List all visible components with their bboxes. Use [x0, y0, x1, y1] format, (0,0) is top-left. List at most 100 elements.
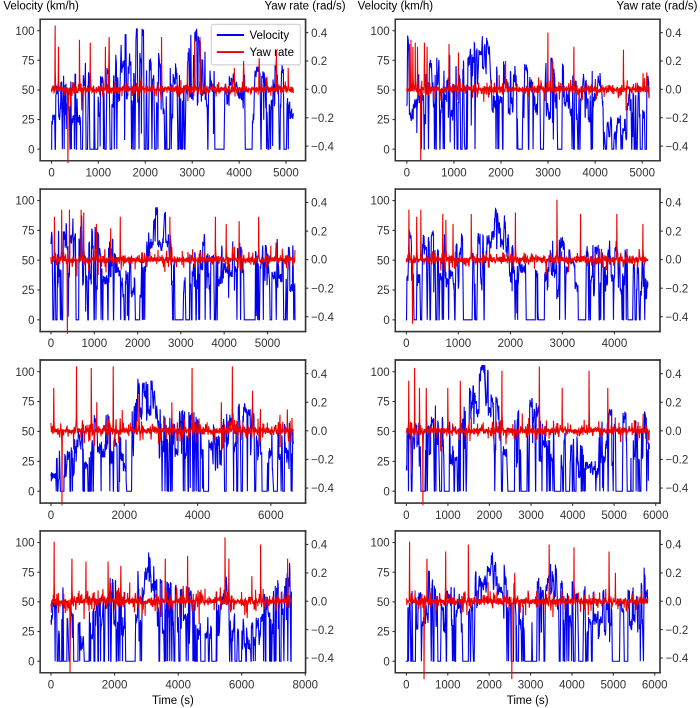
svg-text:0.0: 0.0 [311, 596, 327, 608]
svg-text:4000: 4000 [602, 338, 628, 350]
svg-text:0.4: 0.4 [666, 198, 683, 210]
svg-text:3000: 3000 [550, 338, 576, 350]
svg-text:5000: 5000 [255, 338, 281, 350]
svg-text:25: 25 [22, 457, 35, 469]
svg-text:100: 100 [371, 367, 390, 379]
svg-text:3000: 3000 [168, 338, 194, 350]
svg-text:6000: 6000 [643, 510, 669, 522]
svg-text:3000: 3000 [535, 168, 561, 180]
svg-text:4000: 4000 [185, 510, 211, 522]
svg-text:2000: 2000 [102, 679, 128, 691]
svg-text:0.2: 0.2 [666, 397, 682, 409]
svg-text:−0.4: −0.4 [666, 312, 689, 324]
svg-text:−0.2: −0.2 [666, 625, 689, 637]
svg-text:1000: 1000 [446, 338, 472, 350]
svg-text:5000: 5000 [273, 168, 299, 180]
svg-text:75: 75 [377, 567, 390, 579]
svg-text:6000: 6000 [229, 679, 255, 691]
svg-text:−0.4: −0.4 [311, 483, 334, 495]
svg-text:0.2: 0.2 [311, 568, 327, 580]
svg-text:0: 0 [404, 168, 410, 180]
svg-text:0.4: 0.4 [666, 28, 683, 40]
svg-text:Yaw rate (rad/s): Yaw rate (rad/s) [616, 0, 697, 12]
svg-text:1000: 1000 [435, 510, 461, 522]
svg-text:3000: 3000 [179, 168, 205, 180]
svg-text:50: 50 [377, 85, 390, 97]
svg-text:0: 0 [383, 486, 389, 498]
svg-text:0: 0 [383, 144, 389, 156]
svg-text:100: 100 [15, 196, 34, 208]
svg-text:3000: 3000 [518, 679, 544, 691]
svg-text:4000: 4000 [560, 510, 586, 522]
svg-text:−0.2: −0.2 [311, 283, 334, 295]
svg-text:Velocity: Velocity [249, 30, 289, 42]
svg-text:50: 50 [22, 255, 35, 267]
svg-text:0.2: 0.2 [311, 226, 327, 238]
svg-text:Yaw rate (rad/s): Yaw rate (rad/s) [264, 0, 345, 12]
svg-text:Yaw rate: Yaw rate [249, 47, 294, 59]
svg-text:25: 25 [377, 115, 390, 127]
svg-text:0.4: 0.4 [666, 540, 683, 552]
svg-text:0.4: 0.4 [666, 369, 683, 381]
svg-text:0.4: 0.4 [311, 198, 328, 210]
svg-text:0: 0 [403, 510, 409, 522]
svg-text:0: 0 [48, 510, 54, 522]
svg-text:50: 50 [377, 427, 390, 439]
svg-text:4000: 4000 [559, 679, 585, 691]
svg-text:25: 25 [377, 457, 390, 469]
svg-text:0: 0 [48, 338, 54, 350]
svg-text:−0.4: −0.4 [311, 141, 334, 153]
svg-text:Time (s): Time (s) [152, 695, 194, 707]
svg-text:2000: 2000 [477, 510, 503, 522]
svg-text:0.4: 0.4 [311, 540, 328, 552]
svg-text:2000: 2000 [488, 168, 514, 180]
svg-text:4000: 4000 [582, 168, 608, 180]
svg-text:50: 50 [22, 597, 35, 609]
svg-text:8000: 8000 [292, 679, 318, 691]
svg-text:0: 0 [383, 656, 389, 668]
svg-text:0.0: 0.0 [311, 426, 327, 438]
svg-text:25: 25 [377, 627, 390, 639]
svg-text:0.0: 0.0 [666, 84, 682, 96]
svg-text:Velocity (km/h): Velocity (km/h) [3, 0, 79, 12]
svg-text:25: 25 [22, 627, 35, 639]
svg-text:3000: 3000 [518, 510, 544, 522]
svg-text:5000: 5000 [601, 679, 627, 691]
svg-text:100: 100 [15, 538, 34, 550]
svg-text:−0.2: −0.2 [666, 283, 689, 295]
svg-text:−0.4: −0.4 [666, 141, 689, 153]
svg-text:100: 100 [15, 26, 34, 38]
svg-text:1000: 1000 [81, 338, 107, 350]
svg-text:50: 50 [22, 427, 35, 439]
svg-text:1000: 1000 [86, 168, 112, 180]
svg-text:−0.2: −0.2 [311, 113, 334, 125]
svg-text:100: 100 [371, 538, 390, 550]
svg-text:−0.2: −0.2 [666, 113, 689, 125]
svg-text:0.2: 0.2 [666, 56, 682, 68]
svg-text:100: 100 [15, 367, 34, 379]
svg-text:2000: 2000 [111, 510, 137, 522]
svg-text:4000: 4000 [165, 679, 191, 691]
svg-text:0: 0 [403, 679, 409, 691]
svg-text:50: 50 [377, 597, 390, 609]
svg-text:0: 0 [28, 144, 34, 156]
svg-text:2000: 2000 [498, 338, 524, 350]
svg-text:1000: 1000 [441, 168, 467, 180]
svg-text:2000: 2000 [132, 168, 158, 180]
svg-text:25: 25 [377, 285, 390, 297]
svg-text:25: 25 [22, 285, 35, 297]
svg-text:0.4: 0.4 [311, 28, 328, 40]
svg-text:5000: 5000 [601, 510, 627, 522]
svg-text:4000: 4000 [226, 168, 252, 180]
svg-text:−0.2: −0.2 [666, 455, 689, 467]
svg-text:2000: 2000 [125, 338, 151, 350]
svg-text:0: 0 [28, 486, 34, 498]
svg-text:50: 50 [22, 85, 35, 97]
svg-text:5000: 5000 [629, 168, 655, 180]
svg-text:75: 75 [22, 226, 35, 238]
svg-text:−0.2: −0.2 [311, 625, 334, 637]
svg-text:75: 75 [377, 397, 390, 409]
svg-text:0.0: 0.0 [666, 426, 682, 438]
svg-text:1000: 1000 [435, 679, 461, 691]
svg-text:0.0: 0.0 [311, 255, 327, 267]
